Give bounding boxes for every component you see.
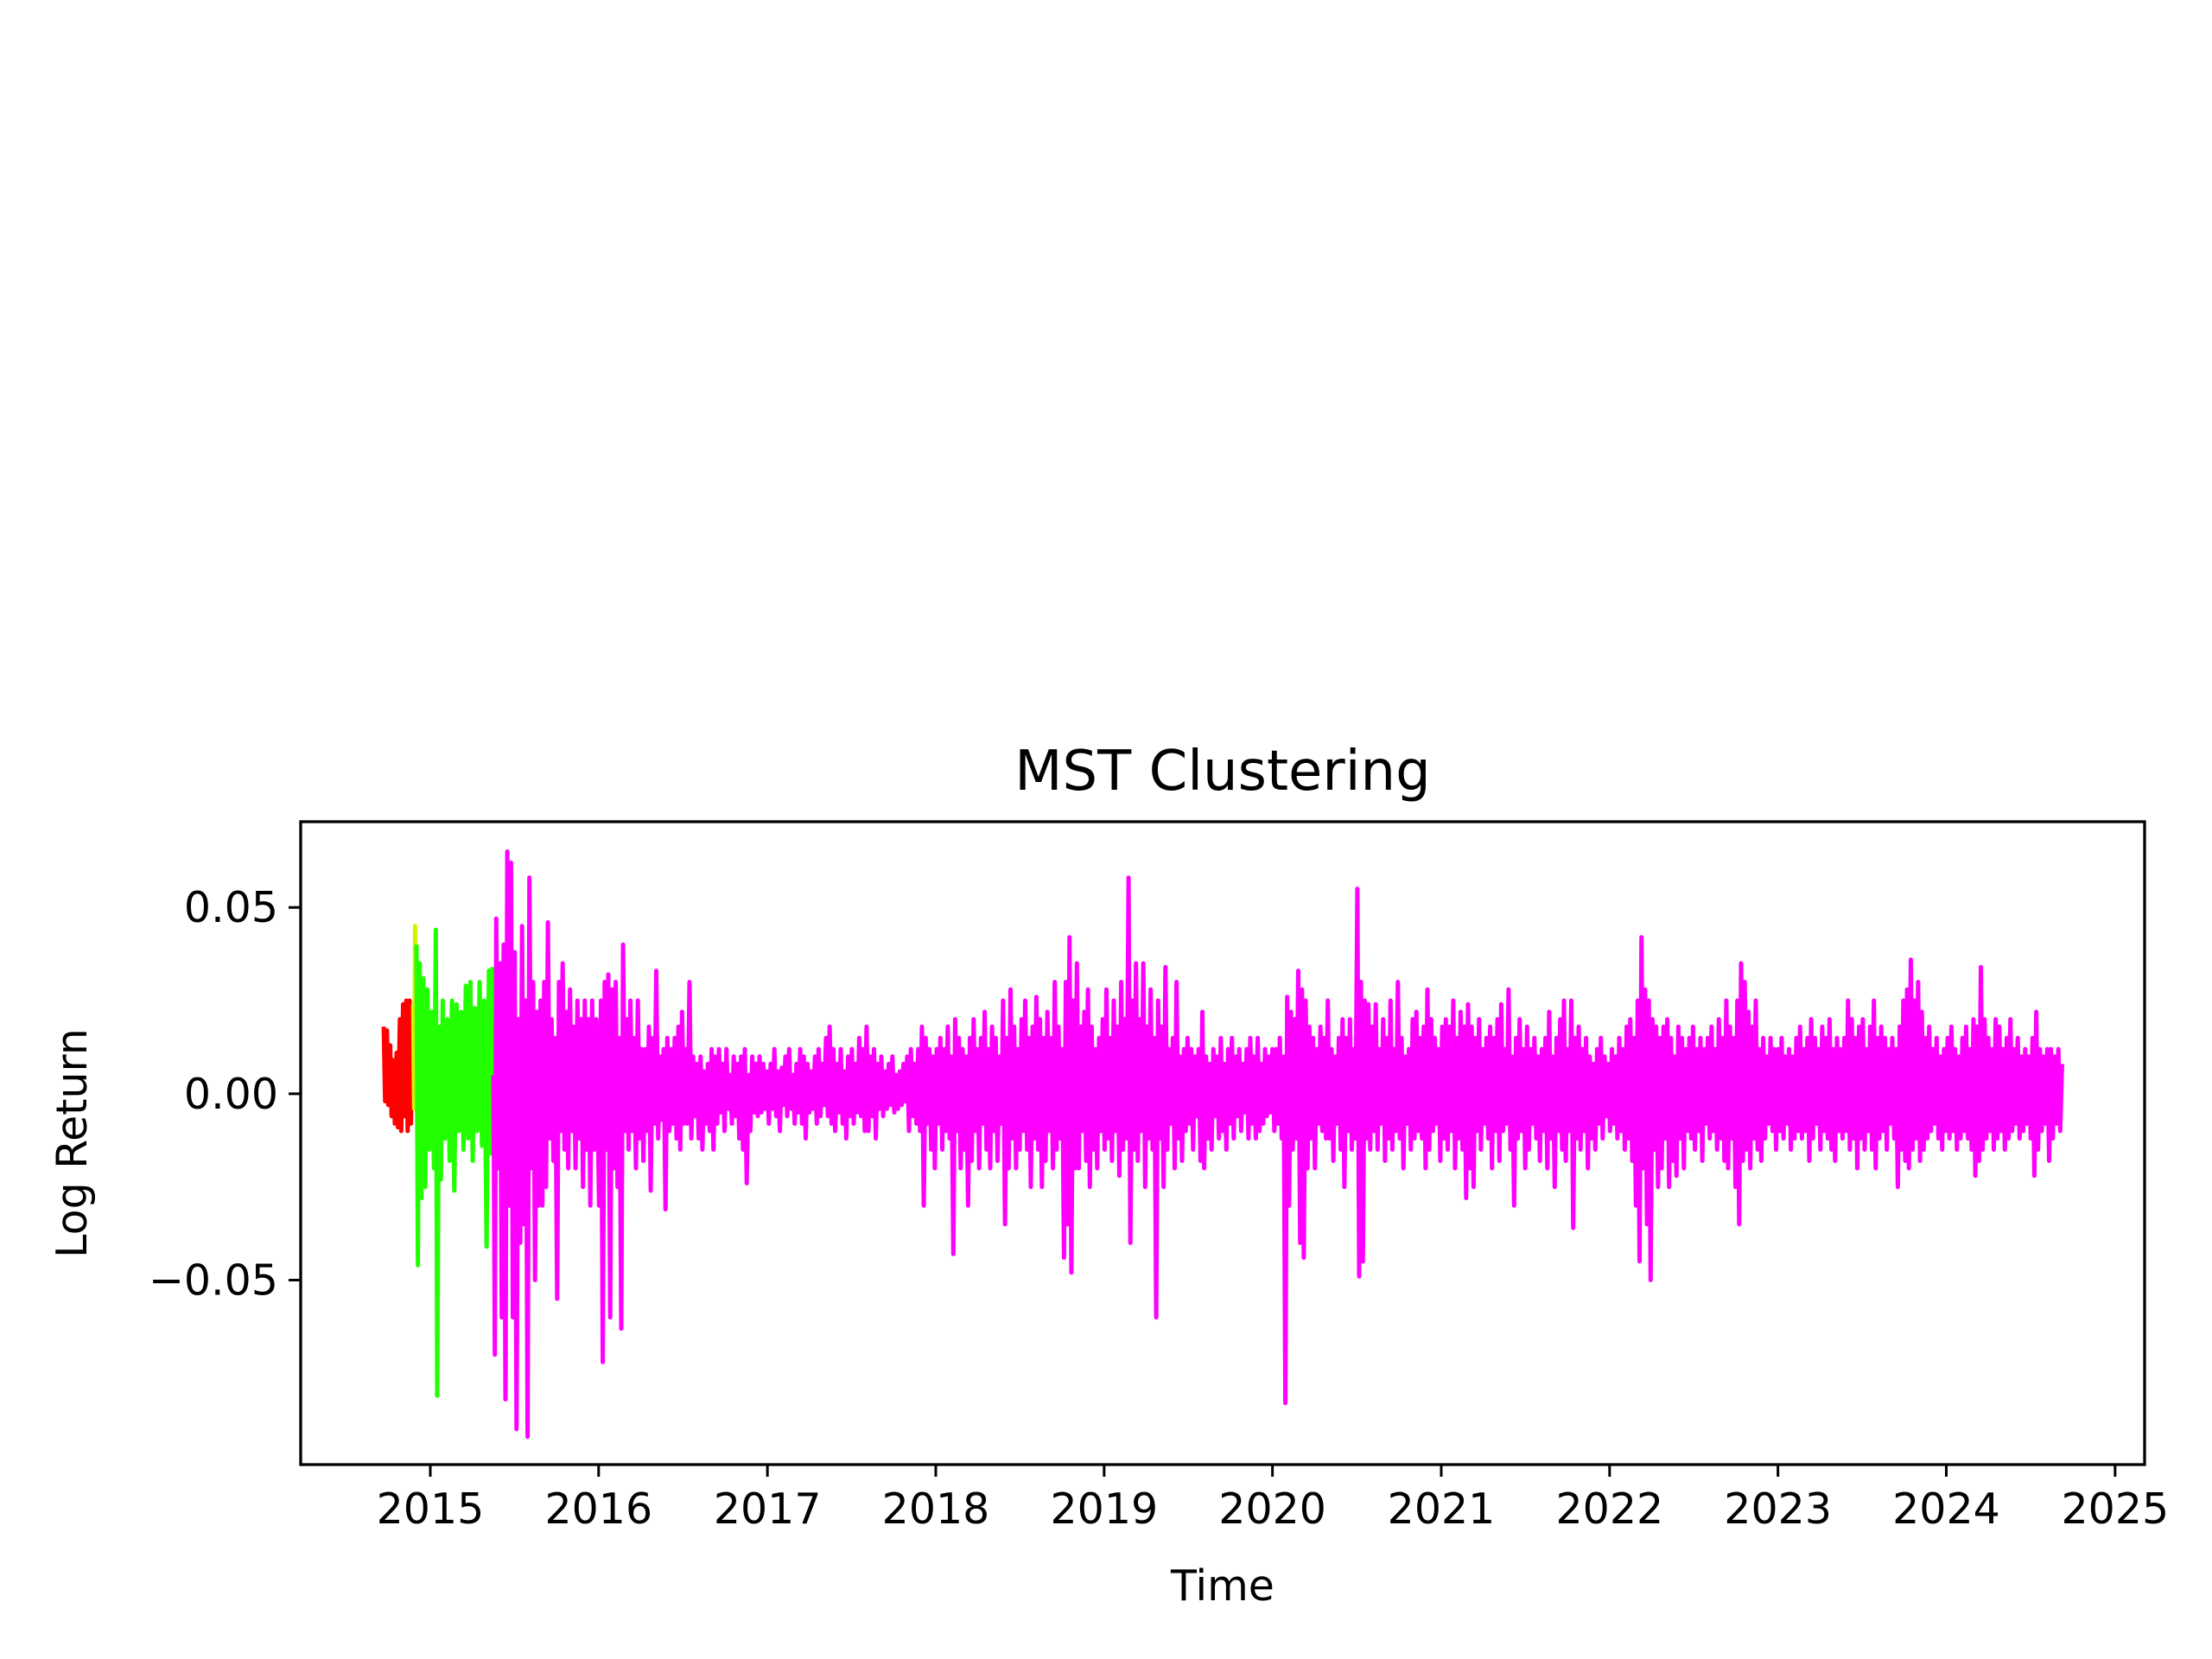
chart-title: MST Clustering <box>1014 740 1430 804</box>
x-tick-label: 2025 <box>2061 1484 2169 1534</box>
y-axis-label: Log Return <box>48 1028 97 1258</box>
x-tick-label: 2023 <box>1724 1484 1832 1534</box>
y-tick-label: 0.00 <box>184 1070 278 1119</box>
x-tick-label: 2019 <box>1050 1484 1158 1534</box>
x-axis: 2015 2016 2017 2018 2019 2020 2021 2022 2023 2024… <box>377 1465 2169 1534</box>
x-tick-label: 2022 <box>1555 1484 1663 1534</box>
x-tick-label: 2024 <box>1892 1484 2000 1534</box>
series-line-3 <box>414 927 495 1398</box>
x-tick-label: 2020 <box>1218 1484 1326 1534</box>
axes-frame <box>299 820 2146 1466</box>
x-tick-label: 2017 <box>714 1484 822 1534</box>
x-axis-label: Time <box>1170 1561 1274 1611</box>
series-line-4 <box>491 849 2064 1440</box>
x-tick-label: 2015 <box>377 1484 485 1534</box>
x-tick-label: 2016 <box>544 1484 652 1534</box>
y-tick-label: −0.05 <box>149 1256 278 1306</box>
y-axis: −0.05 0.00 0.05 <box>149 883 301 1306</box>
x-tick-label: 2021 <box>1388 1484 1496 1534</box>
x-tick-label: 2018 <box>882 1484 990 1534</box>
plot-area <box>381 849 2064 1440</box>
y-tick-label: 0.05 <box>184 883 278 932</box>
series-line-1 <box>381 998 416 1134</box>
